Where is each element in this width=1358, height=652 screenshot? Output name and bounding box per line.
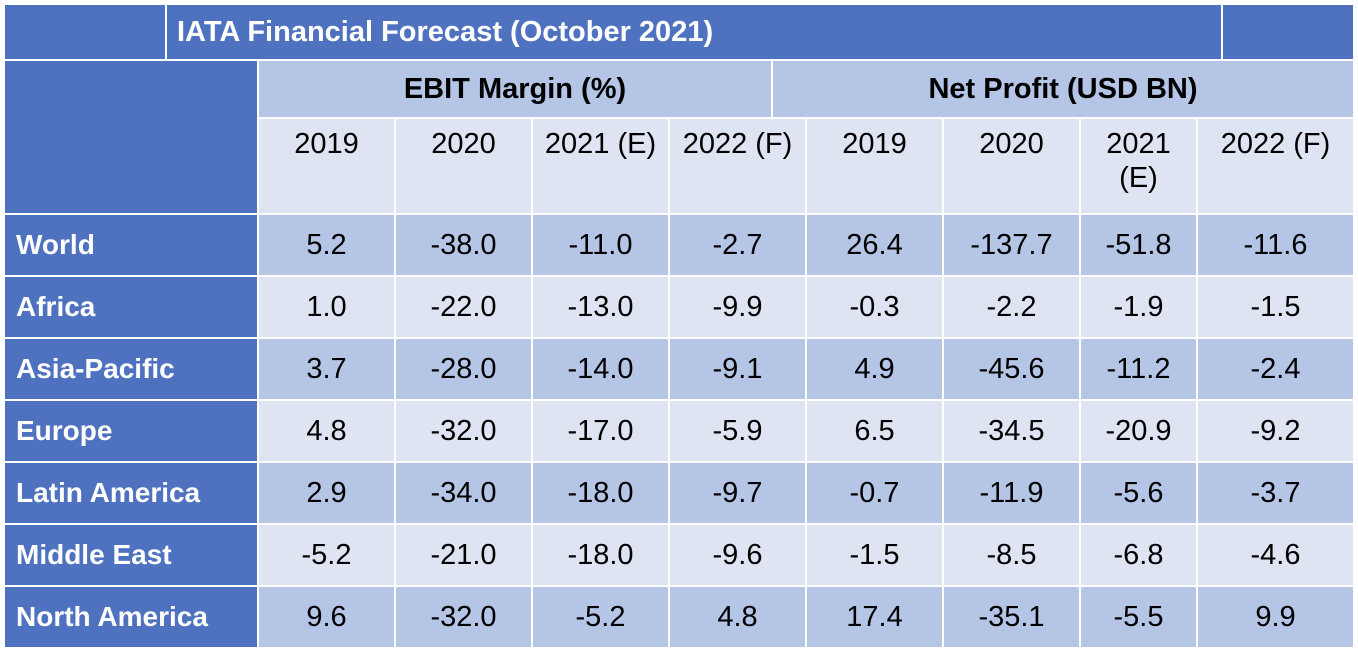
- value-cell: -9.6: [669, 524, 806, 586]
- region-label: North America: [4, 586, 258, 648]
- value-cell: -13.0: [532, 276, 669, 338]
- value-cell: -4.6: [1197, 524, 1354, 586]
- value-cell: -11.9: [943, 462, 1080, 524]
- table-row: North America 9.6 -32.0 -5.2 4.8 17.4 -35.1 -5.…: [4, 586, 1354, 648]
- value-cell: -32.0: [395, 400, 532, 462]
- year-header-row: 2019 2020 2021 (E) 2022 (F) 2019 2020 20…: [258, 118, 1354, 214]
- value-cell: 1.0: [258, 276, 395, 338]
- value-cell: -18.0: [532, 462, 669, 524]
- value-cell: -9.9: [669, 276, 806, 338]
- value-cell: -8.5: [943, 524, 1080, 586]
- title-left-cell: [4, 4, 166, 60]
- value-cell: -0.3: [806, 276, 943, 338]
- region-label: Latin America: [4, 462, 258, 524]
- value-cell: -28.0: [395, 338, 532, 400]
- table-row: Africa 1.0 -22.0 -13.0 -9.9 -0.3 -2.2 -1.9 -1.5: [4, 276, 1354, 338]
- year-header: 2019: [258, 118, 395, 214]
- value-cell: 9.6: [258, 586, 395, 648]
- title-right-cell: [1222, 4, 1354, 60]
- value-cell: -21.0: [395, 524, 532, 586]
- region-label: Middle East: [4, 524, 258, 586]
- value-cell: -14.0: [532, 338, 669, 400]
- value-cell: -1.9: [1080, 276, 1197, 338]
- year-header: 2022 (F): [1197, 118, 1354, 214]
- title-row: IATA Financial Forecast (October 2021): [4, 4, 1354, 60]
- table-row: Europe 4.8 -32.0 -17.0 -5.9 6.5 -34.5 -20.9 -9.2: [4, 400, 1354, 462]
- value-cell: -20.9: [1080, 400, 1197, 462]
- value-cell: -11.0: [532, 214, 669, 276]
- group-header-ebit: EBIT Margin (%): [258, 60, 772, 118]
- value-cell: -3.7: [1197, 462, 1354, 524]
- value-cell: 9.9: [1197, 586, 1354, 648]
- value-cell: -38.0: [395, 214, 532, 276]
- value-cell: -2.2: [943, 276, 1080, 338]
- value-cell: -5.5: [1080, 586, 1197, 648]
- value-cell: 6.5: [806, 400, 943, 462]
- value-cell: -22.0: [395, 276, 532, 338]
- value-cell: -18.0: [532, 524, 669, 586]
- value-cell: 4.9: [806, 338, 943, 400]
- value-cell: -137.7: [943, 214, 1080, 276]
- group-header-net-profit: Net Profit (USD BN): [772, 60, 1354, 118]
- value-cell: -34.5: [943, 400, 1080, 462]
- table-row: Asia-Pacific 3.7 -28.0 -14.0 -9.1 4.9 -45.6 -11…: [4, 338, 1354, 400]
- value-cell: -51.8: [1080, 214, 1197, 276]
- value-cell: 4.8: [258, 400, 395, 462]
- table-row: Latin America 2.9 -34.0 -18.0 -9.7 -0.7 -11.9-…: [4, 462, 1354, 524]
- value-cell: -17.0: [532, 400, 669, 462]
- value-cell: -32.0: [395, 586, 532, 648]
- table-row: World 5.2 -38.0 -11.0 -2.7 26.4 -137.7 -51.8 -11…: [4, 214, 1354, 276]
- year-header: 2020: [943, 118, 1080, 214]
- value-cell: 3.7: [258, 338, 395, 400]
- year-header: 2021 (E): [532, 118, 669, 214]
- value-cell: -45.6: [943, 338, 1080, 400]
- region-label: Asia-Pacific: [4, 338, 258, 400]
- value-cell: -5.2: [532, 586, 669, 648]
- year-header: 2022 (F): [669, 118, 806, 214]
- value-cell: -5.6: [1080, 462, 1197, 524]
- region-label: Europe: [4, 400, 258, 462]
- region-label: Africa: [4, 276, 258, 338]
- value-cell: -11.6: [1197, 214, 1354, 276]
- year-header: 2019: [806, 118, 943, 214]
- table-body: World 5.2 -38.0 -11.0 -2.7 26.4 -137.7 -51.8 -11…: [4, 214, 1354, 648]
- value-cell: -34.0: [395, 462, 532, 524]
- value-cell: 4.8: [669, 586, 806, 648]
- value-cell: 2.9: [258, 462, 395, 524]
- value-cell: -2.4: [1197, 338, 1354, 400]
- region-label: World: [4, 214, 258, 276]
- value-cell: 5.2: [258, 214, 395, 276]
- value-cell: -9.7: [669, 462, 806, 524]
- value-cell: -5.9: [669, 400, 806, 462]
- value-cell: -0.7: [806, 462, 943, 524]
- value-cell: -9.2: [1197, 400, 1354, 462]
- value-cell: -35.1: [943, 586, 1080, 648]
- year-header: 2021 (E): [1080, 118, 1197, 214]
- value-cell: -1.5: [806, 524, 943, 586]
- value-cell: -2.7: [669, 214, 806, 276]
- value-cell: -5.2: [258, 524, 395, 586]
- value-cell: -1.5: [1197, 276, 1354, 338]
- value-cell: 26.4: [806, 214, 943, 276]
- value-cell: -6.8: [1080, 524, 1197, 586]
- value-cell: -11.2: [1080, 338, 1197, 400]
- value-cell: -9.1: [669, 338, 806, 400]
- header-corner-cell: [4, 60, 258, 214]
- year-header: 2020: [395, 118, 532, 214]
- table-title: IATA Financial Forecast (October 2021): [166, 4, 1222, 60]
- table-row: Middle East -5.2 -21.0 -18.0 -9.6 -1.5 -8.5 -6.…: [4, 524, 1354, 586]
- value-cell: 17.4: [806, 586, 943, 648]
